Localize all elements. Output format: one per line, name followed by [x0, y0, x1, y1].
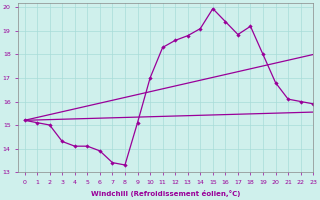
X-axis label: Windchill (Refroidissement éolien,°C): Windchill (Refroidissement éolien,°C) — [91, 190, 240, 197]
